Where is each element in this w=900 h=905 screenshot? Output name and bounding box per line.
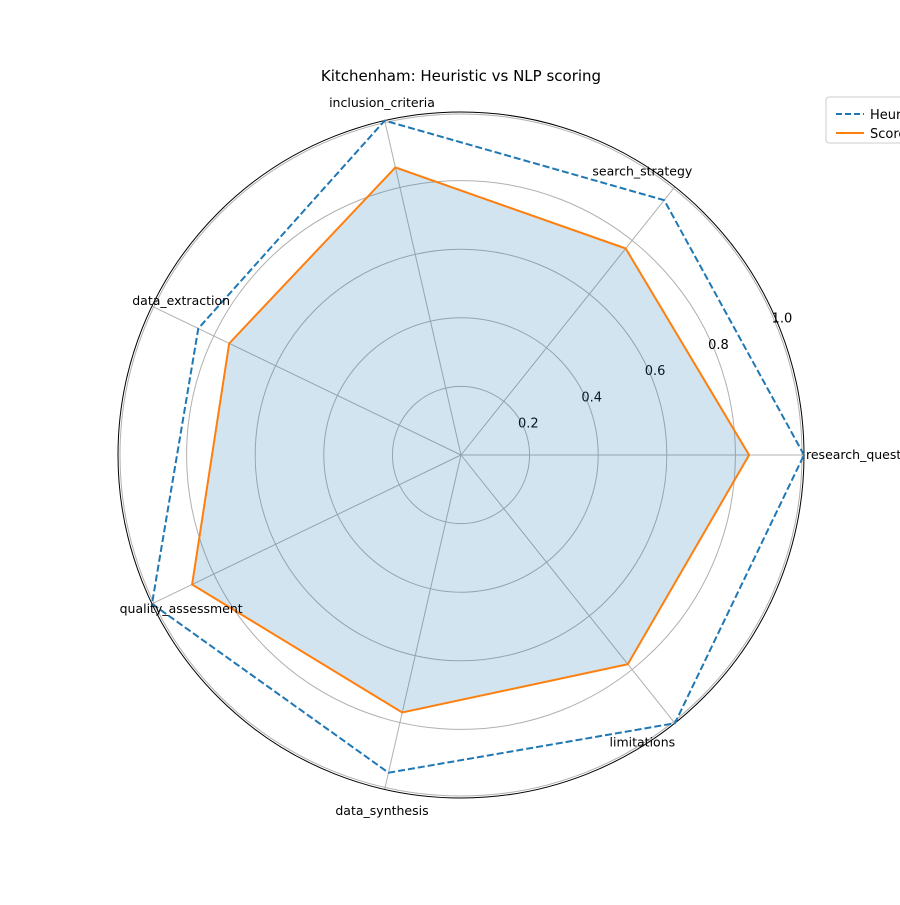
radial-tick-label: 1.0: [772, 312, 793, 327]
axis-label-inclusion_criteria: inclusion_criteria: [329, 95, 435, 110]
legend-label-heuristic: Heuristic: [870, 108, 900, 123]
series-fill-score: [192, 167, 749, 712]
legend-label-score: Score: [870, 127, 900, 142]
axis-label-data_extraction: data_extraction: [132, 293, 230, 308]
chart-title: Kitchenham: Heuristic vs NLP scoring: [321, 67, 601, 85]
axis-label-research_question: research_question: [806, 447, 900, 462]
axis-label-data_synthesis: data_synthesis: [335, 803, 428, 818]
axis-label-search_strategy: search_strategy: [592, 163, 693, 178]
axis-label-quality_assessment: quality_assessment: [120, 601, 243, 616]
axis-label-limitations: limitations: [610, 735, 676, 750]
radial-tick-label: 0.8: [708, 338, 729, 353]
legend: Heuristic Score: [826, 97, 900, 143]
